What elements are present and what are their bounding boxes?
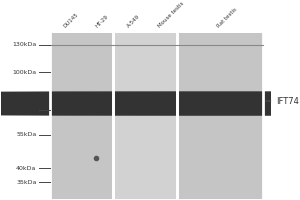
Text: 100kDa: 100kDa: [12, 70, 36, 75]
FancyBboxPatch shape: [12, 98, 300, 105]
Text: Rat testis: Rat testis: [216, 7, 238, 29]
Text: A-549: A-549: [126, 14, 141, 29]
FancyBboxPatch shape: [0, 98, 247, 105]
Text: HT-29: HT-29: [94, 14, 109, 29]
Text: Mouse testis: Mouse testis: [158, 1, 185, 29]
Text: IFT74: IFT74: [266, 97, 299, 106]
Text: 40kDa: 40kDa: [16, 166, 36, 171]
Text: 35kDa: 35kDa: [16, 180, 36, 185]
Text: 70kDa: 70kDa: [16, 107, 36, 112]
FancyBboxPatch shape: [0, 97, 216, 105]
Text: 130kDa: 130kDa: [12, 42, 36, 47]
Text: 55kDa: 55kDa: [16, 132, 36, 137]
FancyBboxPatch shape: [113, 33, 177, 199]
FancyBboxPatch shape: [0, 91, 300, 116]
FancyBboxPatch shape: [50, 33, 113, 199]
FancyBboxPatch shape: [177, 33, 263, 199]
Text: DU145: DU145: [63, 12, 80, 29]
FancyBboxPatch shape: [0, 96, 279, 104]
